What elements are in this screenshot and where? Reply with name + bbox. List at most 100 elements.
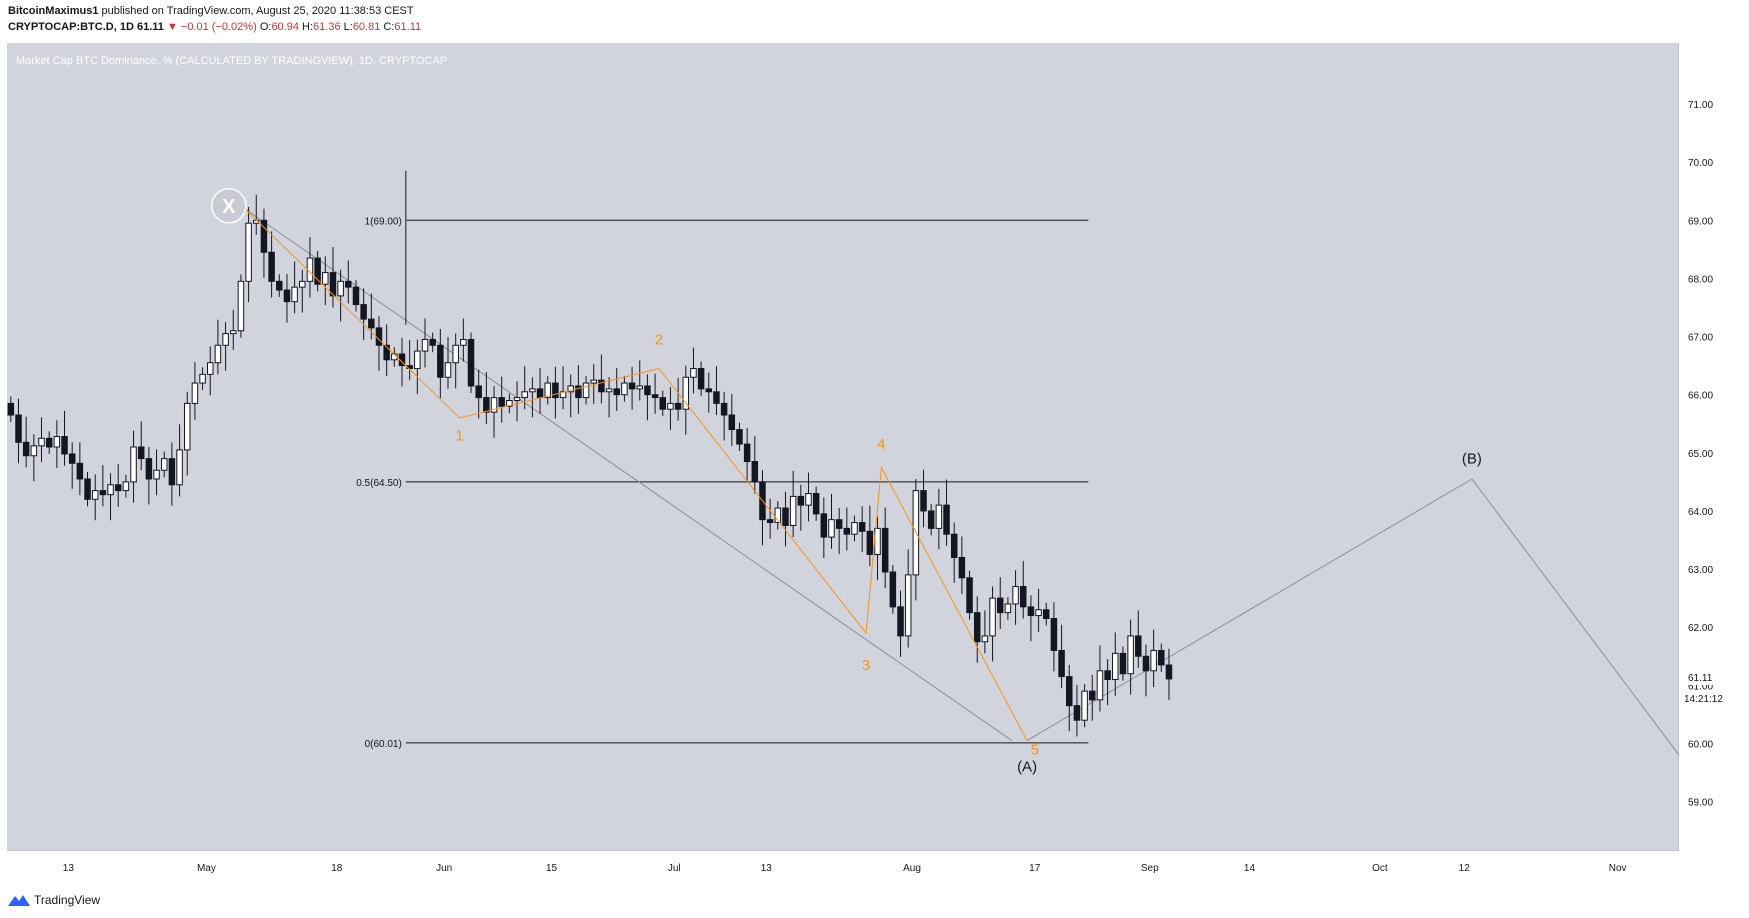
candle-body: [206, 362, 214, 375]
candle-body: [1058, 649, 1065, 678]
candle-body: [76, 462, 84, 480]
candle-body: [674, 402, 682, 410]
candle-body: [429, 338, 436, 346]
candle-body: [636, 385, 644, 390]
plot-area[interactable]: [7, 43, 1679, 851]
candle-body: [812, 493, 820, 515]
candle-body: [529, 388, 536, 393]
candle-body: [858, 522, 866, 532]
candle-body: [552, 382, 559, 399]
candle-body: [490, 397, 498, 413]
candle-body: [68, 453, 76, 464]
candle-body: [705, 388, 713, 393]
candle-body: [582, 382, 590, 399]
candle-body: [506, 399, 513, 407]
candle-body: [782, 507, 789, 526]
candle-body: [268, 251, 275, 282]
candle-body: [943, 504, 950, 535]
high-value: 61.36: [313, 21, 341, 33]
time-tick-label: Jul: [668, 863, 681, 874]
x-marker-label: X: [222, 196, 236, 218]
price-tick-label: 69.00: [1688, 216, 1713, 227]
price-tick-label: 65.00: [1688, 449, 1713, 460]
price-tick-label: 63.00: [1688, 565, 1713, 576]
candle-body: [7, 402, 15, 416]
fib-level-label: 0.5(64.50): [356, 478, 402, 489]
close-label: C:: [383, 21, 395, 33]
candle-body: [797, 495, 805, 506]
candle-body: [53, 436, 61, 448]
candle-body: [881, 527, 889, 573]
candle-body: [222, 333, 229, 346]
trendline-x-to-a: [244, 208, 1013, 741]
footer-brand[interactable]: TradingView: [34, 893, 101, 907]
candle-body: [183, 402, 191, 451]
candle-body: [145, 458, 153, 480]
candle-body: [966, 577, 973, 614]
wave-label: 5: [1031, 741, 1039, 758]
candle-body: [99, 490, 107, 496]
chart-title: Market Cap BTC Dominance, % (CALCULATED …: [16, 55, 447, 67]
candle-body: [137, 446, 145, 460]
time-tick-label: Jun: [436, 863, 452, 874]
candle-body: [1165, 664, 1173, 680]
symbol-info: CRYPTOCAP:BTC.D, 1D 61.11 ▼ −0.01 (−0.02…: [8, 21, 421, 33]
candle-body: [38, 437, 45, 447]
tradingview-logo-icon: [8, 895, 30, 906]
candle-body: [1119, 652, 1127, 675]
price-tick-label: 70.00: [1688, 158, 1713, 169]
price-axis[interactable]: [1679, 43, 1743, 851]
candle-body: [544, 382, 551, 399]
candle-body: [1112, 652, 1119, 681]
candles: [7, 170, 1173, 737]
candle-body: [927, 510, 935, 529]
time-tick-label: Oct: [1372, 863, 1388, 874]
time-tick-label: Sep: [1141, 863, 1159, 874]
candle-body: [613, 388, 620, 396]
bar-countdown: 14:21:12: [1684, 694, 1723, 705]
candle-body: [713, 391, 720, 404]
symbol-line: CRYPTOCAP:BTC.D, 1D: [8, 21, 134, 33]
footer: TradingView: [8, 893, 100, 907]
author-name[interactable]: BitcoinMaximus1: [8, 5, 99, 17]
candle-body: [958, 556, 966, 579]
countdown-box: [1679, 690, 1735, 706]
candle-body: [973, 612, 981, 643]
low-value: 60.81: [352, 21, 381, 33]
impulse-wave-line: [244, 208, 1028, 741]
candle-body: [644, 385, 651, 396]
candle-body: [15, 414, 22, 443]
last-price-box: [1679, 669, 1727, 685]
wave-labels: 1 2 3 4 5(A) (B) X: [211, 188, 1482, 776]
candle-body: [214, 344, 222, 364]
candle-body: [329, 272, 337, 297]
candle-body: [1027, 606, 1035, 617]
candle-body: [22, 441, 30, 457]
time-tick-label: May: [197, 863, 216, 874]
time-tick-label: 18: [331, 863, 343, 874]
candle-body: [728, 414, 736, 431]
candle-body: [805, 493, 812, 506]
candle-body: [375, 327, 383, 346]
candle-body: [421, 338, 429, 352]
candle-body: [1073, 705, 1081, 721]
price-tick-label: 66.00: [1688, 391, 1713, 402]
candle-body: [168, 458, 176, 486]
candle-body: [383, 344, 390, 361]
candle-body: [437, 344, 444, 378]
candle-body: [889, 571, 897, 608]
candle-body: [61, 436, 68, 455]
candle-body: [84, 478, 91, 500]
candle-body: [751, 461, 759, 483]
x-marker-circle: [211, 188, 247, 224]
candle-body: [835, 519, 843, 529]
candle-body: [1066, 676, 1073, 707]
projection-path: [1026, 478, 1680, 756]
time-axis[interactable]: [7, 851, 1743, 881]
time-tick-label: 13: [63, 863, 75, 874]
time-ticks: 13 May 18 Jun 15 Jul 13 Aug 17 Sep 14 Oct 12 Nov: [63, 863, 1627, 874]
candle-body: [245, 222, 252, 282]
candle-body: [1096, 670, 1104, 701]
candle-body: [690, 368, 697, 378]
